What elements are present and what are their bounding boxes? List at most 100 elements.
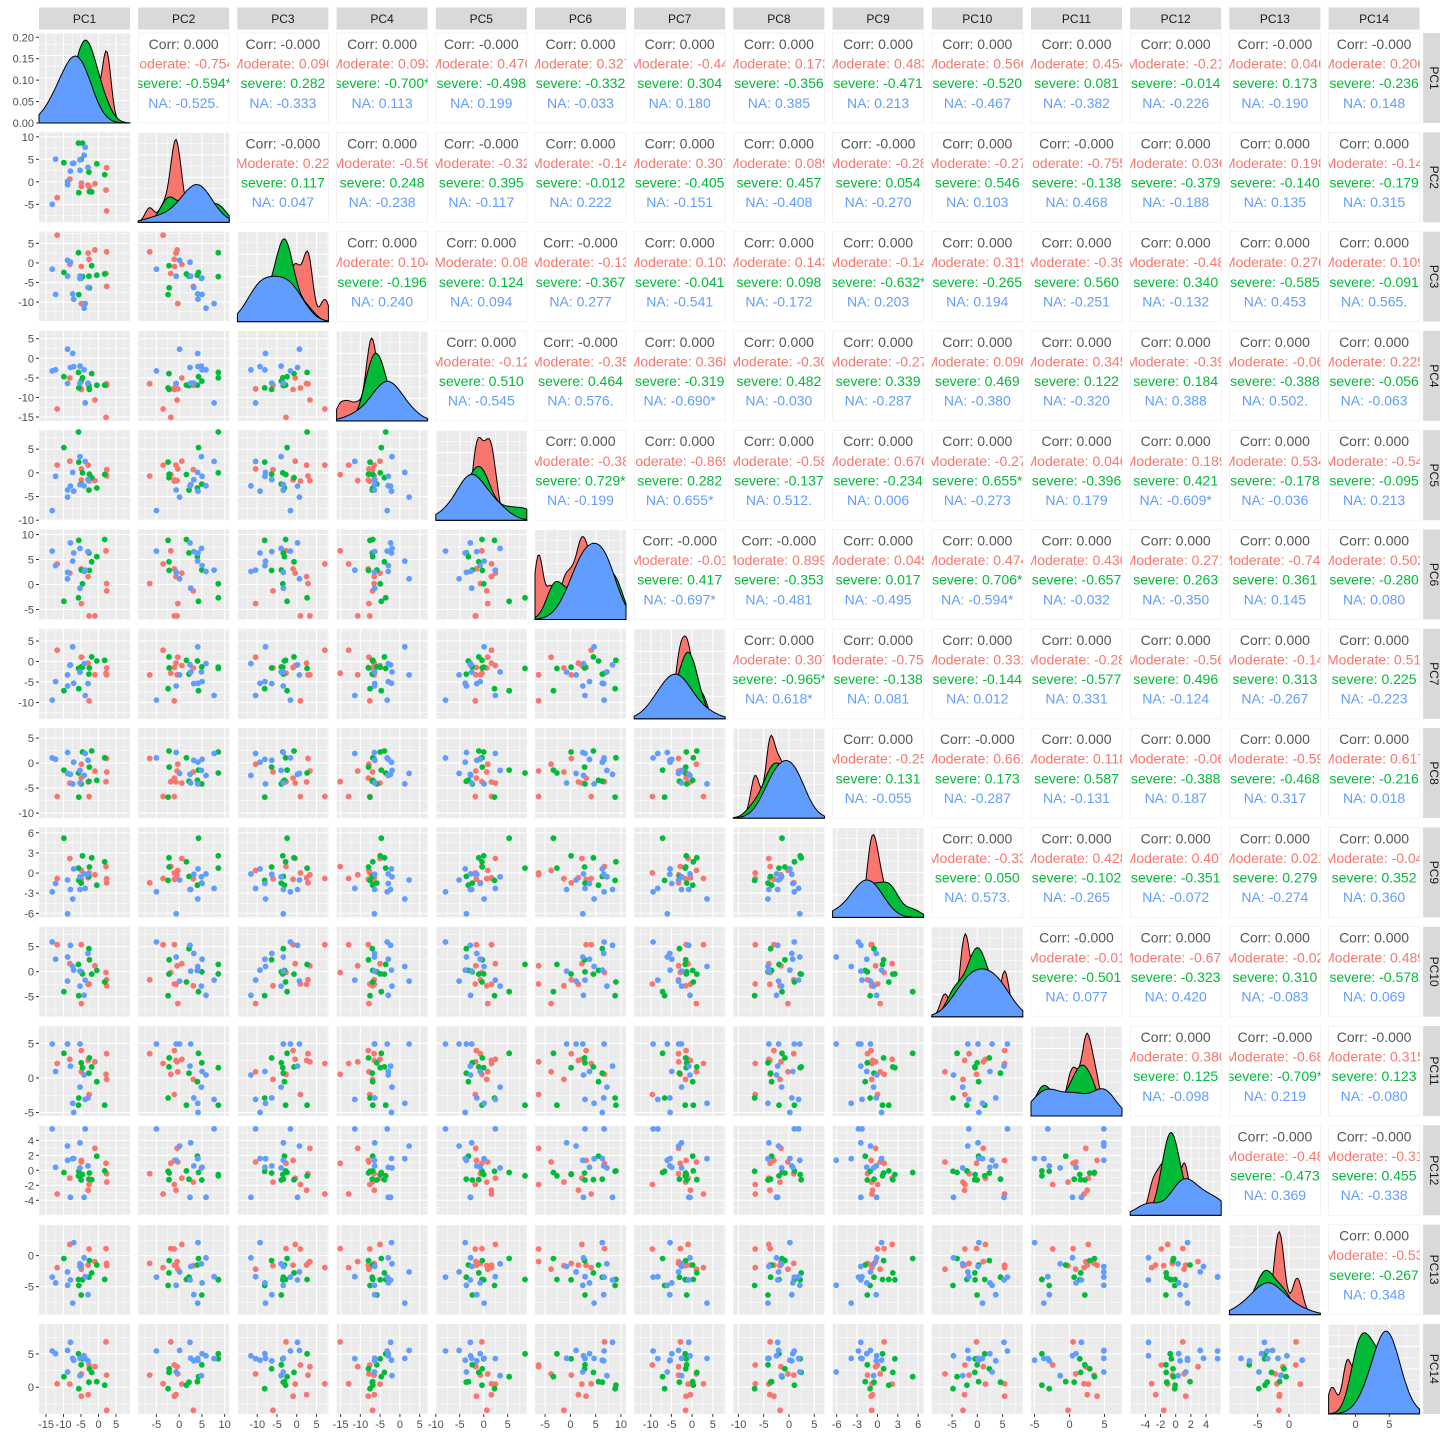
point-severe <box>885 1102 892 1109</box>
point-moderate <box>171 664 178 671</box>
point-NA <box>85 476 91 483</box>
point-moderate <box>479 670 485 677</box>
point-severe <box>166 971 172 977</box>
point-severe <box>599 945 606 952</box>
point-NA <box>211 977 218 983</box>
point-NA <box>190 871 197 878</box>
corr-severe: severe: 0.340 <box>1133 274 1218 290</box>
point-severe <box>261 992 268 999</box>
point-NA <box>678 873 685 880</box>
corr-overall: Corr: 0.000 <box>347 36 417 52</box>
point-severe <box>282 657 289 664</box>
point-severe <box>683 971 690 977</box>
point-moderate <box>548 761 554 768</box>
point-NA <box>765 1300 771 1306</box>
point-NA <box>667 967 673 973</box>
point-severe <box>797 971 804 977</box>
density-NA <box>931 968 1024 1018</box>
point-NA <box>773 1194 780 1201</box>
point-severe <box>612 1168 618 1175</box>
column-label-pc13: PC13 <box>1260 12 1290 26</box>
point-severe <box>198 1059 205 1066</box>
point-severe <box>378 1050 385 1057</box>
point-NA <box>294 1194 301 1201</box>
point-severe <box>304 1276 310 1283</box>
point-NA <box>187 780 194 786</box>
corr-moderate: Moderate: -0.869* <box>624 453 737 469</box>
panel-8-4 <box>336 728 428 819</box>
point-NA <box>456 1269 462 1275</box>
point-moderate <box>483 1076 490 1083</box>
point-severe <box>590 1176 597 1183</box>
point-NA <box>371 569 378 576</box>
point-severe <box>475 1064 482 1070</box>
point-NA <box>77 585 83 592</box>
corr-na: NA: 0.385 <box>748 95 810 111</box>
point-severe <box>304 1102 310 1109</box>
point-severe <box>776 1172 782 1179</box>
point-severe <box>101 1102 108 1109</box>
point-moderate <box>354 1145 361 1152</box>
row-label-pc14: PC14 <box>1427 1354 1440 1384</box>
point-NA <box>296 770 303 777</box>
point-NA <box>1004 1126 1011 1132</box>
point-moderate <box>307 871 313 878</box>
point-NA <box>262 1300 269 1306</box>
point-moderate <box>472 697 479 704</box>
corr-panel-bg <box>1328 32 1420 124</box>
point-NA <box>580 772 587 779</box>
point-NA <box>389 767 395 774</box>
point-severe <box>864 1292 871 1298</box>
point-NA <box>280 749 287 756</box>
point-NA <box>481 1300 487 1306</box>
corr-panel-bg <box>1328 330 1420 422</box>
corr-severe: severe: 0.117 <box>241 175 325 191</box>
corr-overall: Corr: 0.000 <box>744 334 814 350</box>
point-severe <box>166 764 173 770</box>
point-moderate <box>472 768 479 774</box>
point-severe <box>261 385 268 391</box>
point-severe <box>676 945 683 952</box>
point-NA <box>203 1194 209 1201</box>
point-severe <box>86 778 92 785</box>
point-severe <box>101 979 108 985</box>
point-severe <box>693 1064 700 1070</box>
corr-moderate: Moderate: -0.44 <box>630 56 729 72</box>
point-moderate <box>78 180 85 187</box>
point-NA <box>873 992 880 999</box>
point-moderate <box>146 976 153 983</box>
panel-4-4 <box>336 330 429 422</box>
point-NA <box>199 1164 206 1171</box>
point-NA <box>1001 1063 1007 1069</box>
corr-severe: severe: -0.102 <box>1032 870 1122 886</box>
point-NA <box>153 888 160 895</box>
point-NA <box>406 1143 412 1149</box>
point-severe <box>166 1176 172 1183</box>
point-moderate <box>790 1050 797 1057</box>
point-moderate <box>283 414 289 421</box>
point-NA <box>69 1100 76 1107</box>
panel-7-5 <box>435 628 528 719</box>
point-NA <box>497 1260 503 1267</box>
point-NA <box>855 939 862 945</box>
point-NA <box>173 683 180 689</box>
point-NA <box>873 950 880 957</box>
point-severe <box>491 794 498 800</box>
point-moderate <box>178 375 185 381</box>
point-severe <box>972 1171 978 1178</box>
panel-8-1 <box>39 728 130 819</box>
point-severe <box>367 1168 373 1175</box>
point-moderate <box>92 871 98 878</box>
point-severe <box>195 373 202 380</box>
point-NA <box>371 476 378 483</box>
point-NA <box>278 545 284 552</box>
